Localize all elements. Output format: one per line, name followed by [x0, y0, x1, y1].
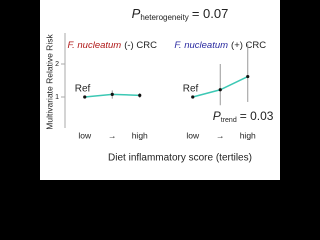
chart: Pheterogeneity = 0.07 Multivariate Relati… — [40, 0, 280, 180]
panel-title: F. nucleatum (-) CRC — [68, 40, 158, 51]
x-tick-label: high — [240, 130, 256, 140]
title-text: = 0.07 — [192, 6, 229, 21]
reference-label: Ref — [75, 84, 91, 95]
point — [191, 95, 195, 99]
x-axis-title: Diet inflammatory score (tertiles) — [108, 153, 252, 164]
reference-label: Ref — [183, 84, 199, 95]
y-tick-label: 2 — [55, 61, 59, 68]
panel-species: F. nucleatum — [174, 40, 228, 51]
annotation-subscript: trend — [221, 117, 237, 124]
x-tick-label: → — [108, 130, 117, 140]
x-tick-label: low — [78, 130, 92, 140]
panel-subtitle: (-) CRC — [124, 40, 157, 51]
point — [246, 74, 250, 79]
title-symbol: P — [132, 6, 141, 21]
trend-annotation: Ptrend = 0.03 — [213, 109, 274, 124]
annotation-text: = 0.03 — [240, 109, 274, 123]
panel-species: F. nucleatum — [68, 40, 122, 51]
point — [110, 92, 114, 96]
chart-title: Pheterogeneity = 0.07 — [132, 6, 229, 22]
point — [218, 88, 222, 92]
panel-title: F. nucleatum (+) CRC — [174, 40, 266, 51]
annotation-symbol: P — [213, 109, 221, 123]
page: {"chart_data": {"type": "line", "title":… — [40, 0, 280, 180]
x-tick-label: high — [132, 130, 148, 140]
y-axis-title: Multivariate Relative Risk — [44, 34, 54, 130]
y-tick-label: 1 — [55, 94, 59, 101]
point — [83, 95, 87, 99]
panel-subtitle: (+) CRC — [231, 40, 266, 51]
x-tick-label: → — [216, 130, 225, 140]
point — [138, 93, 142, 97]
title-subscript: heterogeneity — [140, 13, 188, 22]
x-tick-label: low — [186, 130, 200, 140]
slide — [40, 0, 280, 180]
